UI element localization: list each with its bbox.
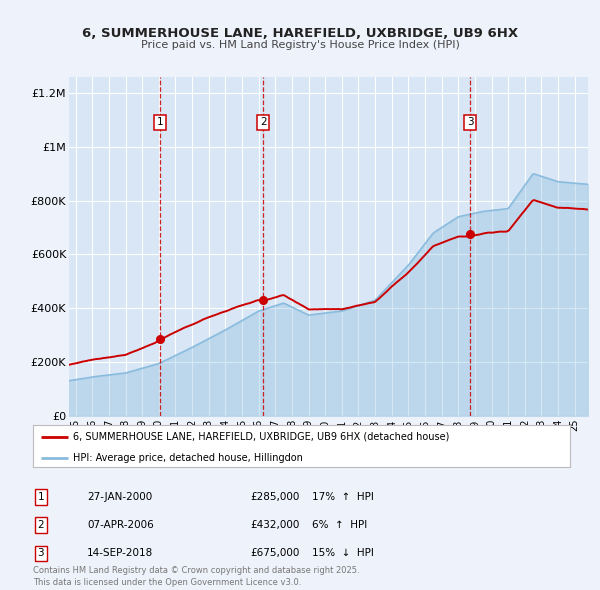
Text: Price paid vs. HM Land Registry's House Price Index (HPI): Price paid vs. HM Land Registry's House …: [140, 40, 460, 50]
Text: 6%  ↑  HPI: 6% ↑ HPI: [312, 520, 367, 530]
Text: 07-APR-2006: 07-APR-2006: [87, 520, 154, 530]
Text: Contains HM Land Registry data © Crown copyright and database right 2025.
This d: Contains HM Land Registry data © Crown c…: [33, 566, 359, 587]
Text: 6, SUMMERHOUSE LANE, HAREFIELD, UXBRIDGE, UB9 6HX: 6, SUMMERHOUSE LANE, HAREFIELD, UXBRIDGE…: [82, 27, 518, 40]
Text: 1: 1: [157, 117, 163, 127]
Text: 3: 3: [37, 549, 44, 558]
Text: 2: 2: [260, 117, 266, 127]
Text: 2: 2: [37, 520, 44, 530]
Text: £432,000: £432,000: [251, 520, 300, 530]
Text: 14-SEP-2018: 14-SEP-2018: [87, 549, 153, 558]
Text: 27-JAN-2000: 27-JAN-2000: [87, 492, 152, 502]
Text: 3: 3: [467, 117, 473, 127]
Text: HPI: Average price, detached house, Hillingdon: HPI: Average price, detached house, Hill…: [73, 453, 303, 463]
Text: £285,000: £285,000: [251, 492, 300, 502]
Text: 6, SUMMERHOUSE LANE, HAREFIELD, UXBRIDGE, UB9 6HX (detached house): 6, SUMMERHOUSE LANE, HAREFIELD, UXBRIDGE…: [73, 432, 449, 442]
Text: 1: 1: [37, 492, 44, 502]
Text: 17%  ↑  HPI: 17% ↑ HPI: [312, 492, 374, 502]
Text: 15%  ↓  HPI: 15% ↓ HPI: [312, 549, 374, 558]
Text: £675,000: £675,000: [251, 549, 300, 558]
